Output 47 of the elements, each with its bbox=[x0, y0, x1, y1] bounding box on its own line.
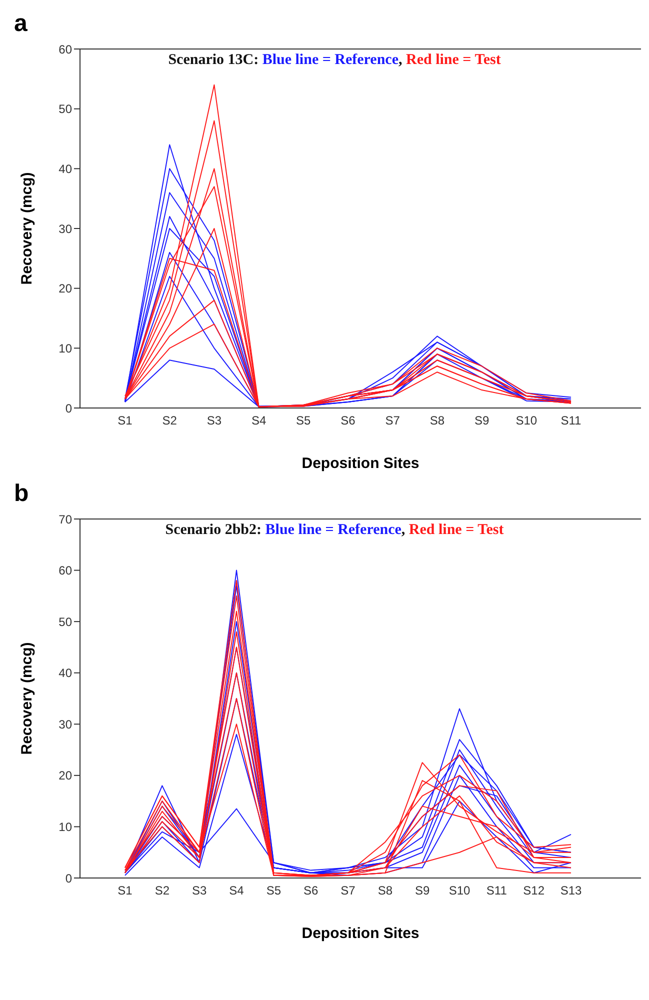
y-tick-label: 20 bbox=[58, 768, 72, 783]
y-axis-title: Recovery (mcg) bbox=[18, 172, 36, 285]
x-tick-label: S8 bbox=[430, 414, 445, 428]
text: a bbox=[14, 10, 28, 38]
x-tick-label: S6 bbox=[303, 884, 318, 898]
x-tick-label: S10 bbox=[516, 414, 538, 428]
y-tick-label: 0 bbox=[65, 871, 72, 886]
y-tick-label: 0 bbox=[65, 401, 72, 416]
x-tick-label: S2 bbox=[162, 414, 178, 428]
x-tick-label: S8 bbox=[378, 884, 393, 898]
y-tick-label: 10 bbox=[58, 820, 72, 834]
x-tick-label: S3 bbox=[206, 414, 222, 428]
y-tick-label: 30 bbox=[58, 717, 72, 732]
y-tick-label: 70 bbox=[58, 512, 72, 526]
x-tick-label: S4 bbox=[229, 884, 244, 898]
y-tick-label: 10 bbox=[58, 341, 72, 356]
x-tick-label: S7 bbox=[385, 414, 400, 428]
x-tick-label: S11 bbox=[560, 414, 582, 428]
x-tick-label: S5 bbox=[266, 884, 282, 898]
y-tick-label: 30 bbox=[58, 222, 72, 236]
x-tick-label: S5 bbox=[296, 414, 312, 428]
y-tick-label: 20 bbox=[58, 282, 72, 296]
x-tick-label: S1 bbox=[118, 884, 133, 898]
y-tick-label: 50 bbox=[58, 614, 72, 629]
text: b bbox=[14, 480, 29, 508]
x-axis-title: Deposition Sites bbox=[302, 925, 420, 942]
x-tick-label: S10 bbox=[448, 884, 470, 898]
x-tick-label: S12 bbox=[523, 884, 545, 898]
x-tick-label: S9 bbox=[414, 884, 430, 898]
y-axis-title: Recovery (mcg) bbox=[18, 642, 36, 755]
x-tick-label: S7 bbox=[340, 884, 356, 898]
x-tick-label: S2 bbox=[154, 884, 170, 898]
y-tick-label: 60 bbox=[58, 42, 72, 56]
chart-title: Scenario 2bb2: Blue line = Reference, Red line = Test bbox=[165, 522, 504, 538]
x-tick-label: S4 bbox=[251, 414, 266, 428]
x-tick-label: S11 bbox=[486, 884, 508, 898]
y-tick-label: 50 bbox=[58, 102, 72, 116]
x-axis-title: Deposition Sites bbox=[302, 455, 420, 472]
chart-title: Scenario 13C: Blue line = Reference, Red line = Test bbox=[168, 52, 501, 68]
x-tick-label: S13 bbox=[560, 884, 582, 898]
x-tick-label: S9 bbox=[474, 414, 490, 428]
x-tick-label: S3 bbox=[192, 884, 207, 898]
y-tick-label: 40 bbox=[58, 162, 72, 176]
x-tick-label: S1 bbox=[118, 414, 133, 428]
y-tick-label: 60 bbox=[58, 564, 72, 578]
x-tick-label: S6 bbox=[340, 414, 356, 428]
y-tick-label: 40 bbox=[58, 666, 72, 680]
